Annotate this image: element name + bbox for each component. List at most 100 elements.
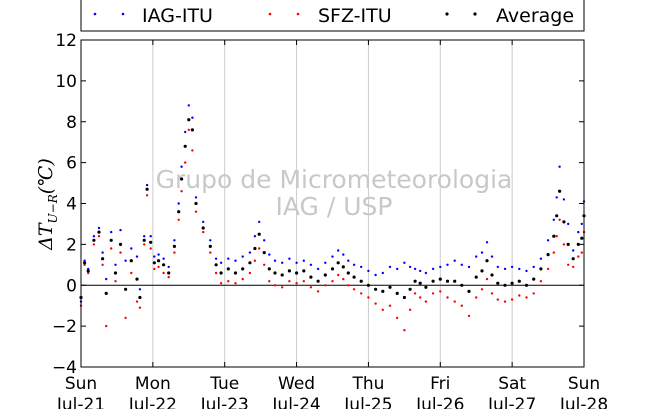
data-point <box>114 263 117 266</box>
data-point <box>135 255 139 258</box>
data-point <box>241 255 244 258</box>
watermark-line-1: Grupo de Micrometeorologia <box>156 165 513 194</box>
data-point <box>403 261 406 264</box>
data-point <box>119 228 122 232</box>
plot-area: Grupo de Micrometeorologia IAG / USP <box>79 39 586 368</box>
data-point <box>214 263 218 267</box>
data-point <box>453 279 457 283</box>
data-point <box>558 189 562 193</box>
data-point <box>105 324 108 328</box>
data-point <box>162 263 166 267</box>
data-point <box>241 267 245 271</box>
data-point <box>359 279 363 283</box>
data-point <box>336 261 340 265</box>
watermark-line-2: IAG / USP <box>276 192 393 221</box>
data-point <box>330 267 335 271</box>
data-point <box>503 283 507 287</box>
data-point <box>281 261 284 264</box>
y-tick-label: 12 <box>55 31 77 51</box>
data-point <box>101 263 104 266</box>
data-point <box>295 282 298 285</box>
data-point <box>572 265 575 269</box>
data-point <box>496 298 499 301</box>
plot-background <box>81 40 584 367</box>
data-point <box>202 230 205 234</box>
data-point <box>577 255 580 258</box>
x-tick-label-date: Jul-22 <box>128 395 177 409</box>
data-point <box>396 267 399 271</box>
data-point <box>110 247 113 250</box>
legend-marker-dot <box>473 12 477 16</box>
data-point <box>248 261 252 265</box>
data-point <box>475 296 478 299</box>
x-tick-label-date: Jul-26 <box>415 395 464 409</box>
data-point <box>157 265 160 269</box>
x-tick-label-day: Thu <box>351 374 384 394</box>
data-point <box>177 210 181 214</box>
data-point <box>517 279 521 283</box>
data-point <box>555 196 558 199</box>
data-point <box>418 281 422 285</box>
data-point <box>194 196 198 199</box>
data-point <box>219 282 223 285</box>
data-point <box>496 281 500 285</box>
data-point <box>403 329 406 332</box>
data-point <box>419 296 422 299</box>
data-point <box>439 290 442 293</box>
data-point <box>567 222 570 226</box>
data-point <box>577 230 580 234</box>
data-point <box>342 253 345 256</box>
data-point <box>485 241 489 244</box>
data-point <box>503 267 507 271</box>
data-point <box>214 257 218 260</box>
data-point <box>341 265 345 269</box>
data-point <box>480 251 484 254</box>
data-point <box>97 230 101 234</box>
series-iag-itu <box>79 104 586 303</box>
data-point <box>525 269 528 273</box>
data-point <box>337 273 340 277</box>
data-point <box>263 239 266 242</box>
data-point <box>167 265 170 269</box>
legend-label-iag-itu: IAG-ITU <box>142 5 213 27</box>
data-point <box>424 300 428 303</box>
data-point <box>374 273 377 277</box>
legend-marker-dot <box>121 12 125 16</box>
data-point <box>153 255 156 258</box>
data-point <box>408 265 412 269</box>
data-point <box>113 271 118 275</box>
legend-marker-dot <box>268 12 272 16</box>
data-point <box>153 267 156 271</box>
data-point <box>226 267 230 271</box>
data-point <box>110 230 113 234</box>
data-point <box>157 259 161 263</box>
data-point <box>395 291 399 295</box>
x-tick-label-day: Fri <box>430 374 450 394</box>
data-point <box>431 292 435 295</box>
data-point <box>453 259 456 262</box>
data-point <box>280 273 284 277</box>
data-point <box>381 308 384 311</box>
data-point <box>302 280 305 283</box>
x-tick-label-date: Jul-27 <box>487 395 536 409</box>
data-point <box>518 267 521 271</box>
data-point <box>374 302 377 305</box>
watermark: Grupo de Micrometeorologia IAG / USP <box>156 165 513 221</box>
data-point <box>149 247 152 250</box>
y-tick-label: 4 <box>66 195 77 215</box>
data-point <box>438 277 442 281</box>
data-point <box>566 242 570 246</box>
data-point <box>490 273 494 277</box>
data-point <box>532 265 535 269</box>
data-point <box>419 269 422 273</box>
legend-label-average: Average <box>496 5 574 27</box>
data-point <box>295 271 299 275</box>
data-point <box>460 263 463 266</box>
data-point <box>316 290 320 293</box>
data-point <box>360 292 363 295</box>
data-point <box>253 259 257 262</box>
data-point <box>180 177 184 181</box>
data-point <box>524 283 529 287</box>
data-point <box>273 271 277 275</box>
data-point <box>92 235 96 238</box>
